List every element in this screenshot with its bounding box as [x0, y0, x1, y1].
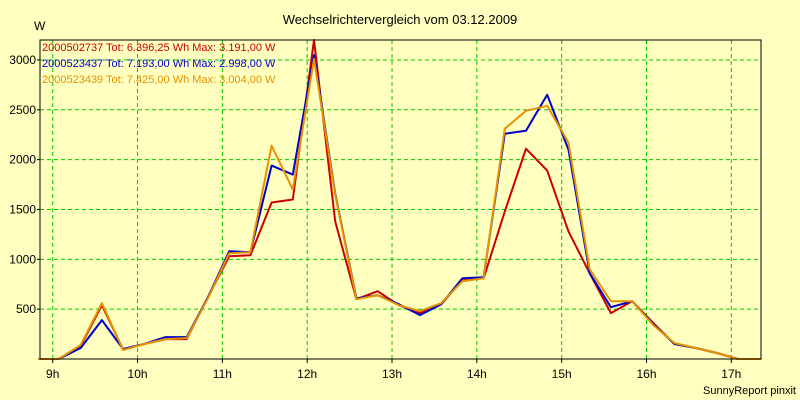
x-tick-label: 9h: [46, 367, 59, 381]
y-tick-label: 3000: [9, 53, 36, 67]
series-line-2000523439: [38, 57, 761, 360]
footer-credit: SunnyReport pinxit: [703, 385, 796, 397]
legend: 2000502737 Tot: 6.396,25 Wh Max: 3.191,0…: [42, 42, 276, 86]
series-lines: [38, 39, 761, 360]
x-tick-label: 11h: [213, 367, 232, 381]
y-axis-ticks: 500 1000 1500 2000 2500 3000: [9, 53, 40, 316]
x-axis-ticks: 9h 10h 11h 12h 13h 14h 15h 16h 17h: [46, 359, 741, 381]
y-tick-label: 1500: [9, 202, 36, 216]
y-tick-label: 1000: [9, 252, 36, 266]
x-tick-label: 17h: [721, 367, 741, 381]
x-tick-label: 12h: [297, 367, 317, 381]
plot-frame: [39, 39, 762, 360]
x-tick-label: 16h: [636, 367, 656, 381]
x-tick-label: 15h: [552, 367, 572, 381]
legend-entry-2000523439: 2000523439 Tot: 7.425,00 Wh Max: 3.004,0…: [42, 74, 276, 86]
y-tick-label: 2000: [9, 153, 36, 167]
legend-entry-2000523437: 2000523437 Tot: 7.193,00 Wh Max: 2.998,0…: [42, 58, 276, 70]
grid: [40, 40, 761, 359]
chart-title: Wechselrichtervergleich vom 03.12.2009: [283, 12, 518, 27]
x-tick-label: 10h: [128, 367, 148, 381]
y-axis-label: W: [34, 19, 46, 33]
y-tick-label: 2500: [9, 103, 36, 117]
y-tick-label: 500: [16, 302, 36, 316]
x-tick-label: 13h: [382, 367, 402, 381]
legend-entry-2000502737: 2000502737 Tot: 6.396,25 Wh Max: 3.191,0…: [42, 42, 276, 54]
x-tick-label: 14h: [467, 367, 487, 381]
